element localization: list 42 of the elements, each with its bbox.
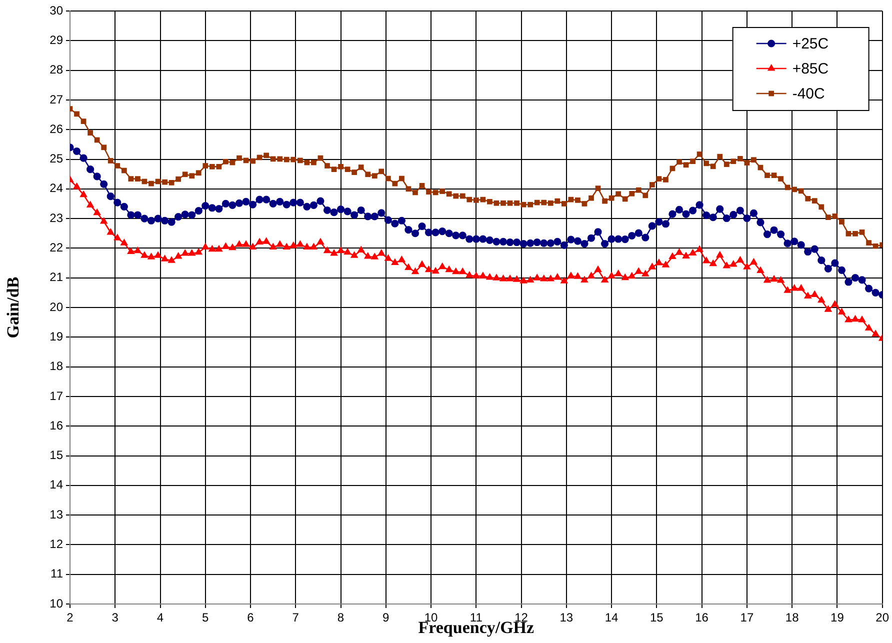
y-tick-label: 27 [50, 92, 64, 106]
x-tick-label: 4 [156, 610, 164, 625]
x-tick-label: 8 [337, 610, 344, 625]
y-tick-label: 21 [50, 270, 64, 284]
legend-label: +85C [792, 60, 829, 78]
y-tick-label: 18 [50, 359, 64, 374]
y-tick-label: 22 [50, 240, 64, 255]
legend-label: +25C [792, 36, 829, 53]
x-tick-label: 6 [247, 610, 254, 625]
y-tick-label: 16 [50, 418, 64, 432]
x-tick-label: 3 [112, 610, 119, 625]
y-tick-label: 25 [50, 152, 64, 166]
y-tick-label: 19 [50, 329, 64, 344]
x-tick-label: 9 [382, 610, 390, 625]
y-tick-label: 11 [50, 566, 64, 581]
x-tick-label: 13 [560, 610, 574, 625]
x-tick-label: 11 [470, 610, 483, 625]
y-tick-label: 14 [50, 478, 64, 492]
y-tick-label: 20 [50, 300, 64, 314]
y-tick-label: 10 [50, 596, 64, 610]
y-tick-label: 17 [50, 388, 64, 403]
y-tick-label: 23 [50, 210, 64, 225]
y-tick-label: 30 [50, 3, 64, 18]
x-tick-label: 17 [740, 610, 754, 625]
x-tick-label: 18 [785, 610, 800, 625]
x-tick-label: 7 [292, 610, 300, 625]
y-tick-label: 28 [50, 62, 64, 77]
y-axis-title: Gain/dB [4, 276, 23, 338]
x-tick-label: 19 [830, 610, 844, 625]
legend-label: -40C [792, 86, 826, 103]
y-tick-label: 26 [50, 122, 64, 136]
x-tick-label: 16 [695, 610, 709, 625]
y-tick-label: 12 [50, 537, 64, 552]
y-tick-label: 24 [50, 181, 64, 196]
x-tick-label: 15 [650, 610, 664, 625]
x-tick-label: 20 [876, 610, 890, 625]
x-tick-label: 2 [66, 610, 74, 625]
x-tick-label: 14 [604, 610, 619, 625]
y-tick-label: 13 [50, 507, 64, 522]
y-tick-label: 29 [50, 32, 64, 47]
y-tick-label: 15 [50, 448, 64, 462]
x-tick-label: 5 [202, 610, 210, 625]
